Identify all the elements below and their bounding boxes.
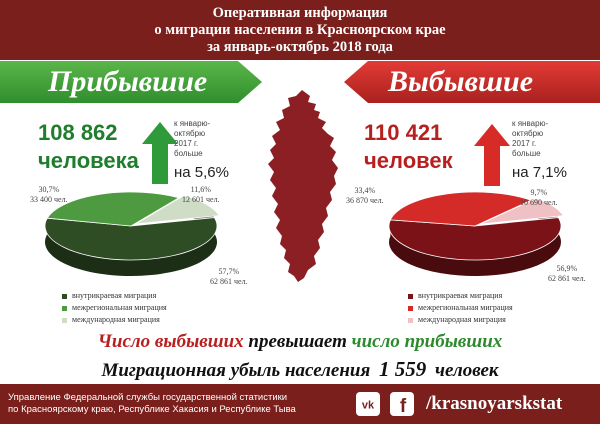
departures-note-line: 2017 г. [512, 139, 537, 148]
pie-label-people: 12 601 чел. [182, 195, 220, 204]
arrivals-title: Прибывшие [48, 65, 208, 98]
arrivals-pie-slice-2 [135, 195, 220, 225]
arrivals-unit: человека [38, 148, 139, 173]
arrivals-pie-label-interregional: 30,7% 33 400 чел. [30, 185, 68, 205]
summary-net-loss-unit: человек [435, 360, 499, 381]
departures-pie-slice-side [389, 217, 561, 276]
departures-count: 110 421 [364, 120, 443, 145]
departures-pie-chart [388, 191, 565, 276]
arrivals-note-line: октябрю [174, 129, 206, 138]
departures-note: к январю- октябрю 2017 г. больше [512, 119, 548, 159]
pie-label-percent: 57,7% [218, 267, 240, 276]
pie-label-people: 33 400 чел. [30, 195, 68, 204]
pie-label-percent: 33,4% [354, 186, 376, 195]
legend-label: внутрикраевая миграция [72, 291, 157, 300]
legend-item: международная миграция [408, 314, 513, 326]
footer: Управление Федеральной службы государств… [0, 384, 600, 424]
arrivals-up-arrow-icon [142, 122, 178, 184]
departures-pie-slice-0 [388, 217, 562, 261]
header-line-3: за январь-октябрь 2018 года [207, 39, 393, 55]
departures-unit: человек [364, 148, 453, 173]
legend-swatch [408, 305, 413, 311]
legend-label: межрегиональная миграция [72, 303, 167, 312]
social-handle[interactable]: /krasnoyarskstat [426, 393, 563, 414]
arrivals-legend: внутрикраевая миграция межрегиональная м… [62, 290, 167, 326]
arrivals-note-line: 2017 г. [174, 139, 199, 148]
pie-label-percent: 9,7% [530, 188, 548, 197]
legend-label: международная миграция [418, 315, 506, 324]
summary-departures-phrase: Число выбывших [97, 331, 244, 352]
departures-pie-slice-1 [389, 191, 533, 227]
arrivals-note: к январю- октябрю 2017 г. больше [174, 119, 210, 159]
footer-org-line-1: Управление Федеральной службы государств… [8, 392, 288, 403]
summary-exceeds-word: превышает [248, 331, 347, 352]
arrivals-count: 108 862 [38, 120, 118, 145]
legend-item: внутрикраевая миграция [408, 290, 513, 302]
departures-note-line: октябрю [512, 129, 544, 138]
arrivals-pie-label-international: 11,6% 12 601 чел. [182, 185, 220, 205]
pie-label-percent: 56,9% [556, 264, 578, 273]
summary-arrivals-phrase: число прибывших [351, 331, 503, 352]
departures-note-line: больше [512, 149, 541, 158]
departures-pie-slice-2 [479, 197, 565, 225]
pie-label-people: 62 861 чел. [210, 277, 248, 286]
pie-label-percent: 11,6% [190, 185, 211, 194]
legend-item: внутрикраевая миграция [62, 290, 167, 302]
krasnoyarsk-krai-map [268, 90, 338, 282]
legend-item: межрегиональная миграция [408, 302, 513, 314]
summary-net-loss-label: Миграционная убыль населения [101, 360, 371, 381]
summary-comparison: Число выбывших превышает число прибывших [0, 330, 600, 354]
arrivals-pie-slice-0 [44, 217, 218, 261]
departures-pie-label-intraregional: 56,9% 62 861 чел. [548, 264, 586, 284]
svg-text:f: f [400, 396, 407, 416]
footer-organization: Управление Федеральной службы государств… [8, 392, 296, 416]
svg-text:vk: vk [362, 400, 375, 412]
legend-label: межрегиональная миграция [418, 303, 513, 312]
arrivals-pie-label-intraregional: 57,7% 62 861 чел. [210, 267, 248, 287]
legend-swatch [408, 317, 413, 323]
legend-item: межрегиональная миграция [62, 302, 167, 314]
departures-pie-label-interregional: 33,4% 36 870 чел. [346, 186, 384, 206]
header-line-1: Оперативная информация [212, 5, 388, 21]
departures-banner: Выбывшие [344, 61, 600, 103]
legend-label: международная миграция [72, 315, 160, 324]
legend-item: международная миграция [62, 314, 167, 326]
legend-swatch [62, 317, 67, 323]
summary-net-loss-number: 1 559 [379, 357, 427, 381]
pie-label-people: 36 870 чел. [346, 196, 384, 205]
pie-label-people: 10 690 чел. [520, 198, 558, 207]
pie-label-people: 62 861 чел. [548, 274, 586, 283]
pie-label-percent: 30,7% [38, 185, 60, 194]
legend-swatch [408, 293, 413, 299]
header: Оперативная информация о миграции населе… [0, 0, 600, 60]
departures-legend: внутрикраевая миграция межрегиональная м… [408, 290, 513, 326]
departures-change: на 7,1% [512, 164, 567, 181]
legend-label: внутрикраевая миграция [418, 291, 503, 300]
departures-title: Выбывшие [388, 65, 534, 98]
summary-net-loss: Миграционная убыль населения 1 559 челов… [0, 357, 600, 383]
arrivals-banner: Прибывшие [0, 61, 262, 103]
departures-pie-label-international: 9,7% 10 690 чел. [520, 188, 558, 208]
arrivals-note-line: к январю- [174, 119, 211, 128]
header-line-2: о миграции населения в Красноярском крае [154, 22, 446, 38]
departures-up-arrow-icon [474, 124, 510, 186]
departures-note-line: к январю- [512, 119, 549, 128]
footer-org-line-2: по Красноярскому краю, Республике Хакаси… [8, 404, 296, 415]
arrivals-pie-slice-1 [46, 191, 180, 227]
vk-icon[interactable]: vk [356, 392, 380, 416]
arrivals-note-line: больше [174, 149, 203, 158]
arrivals-pie-chart [44, 191, 220, 276]
facebook-icon[interactable]: f [390, 392, 414, 416]
legend-swatch [62, 305, 67, 311]
arrivals-change: на 5,6% [174, 164, 229, 181]
arrivals-pie-slice-side [44, 217, 217, 276]
legend-swatch [62, 293, 67, 299]
